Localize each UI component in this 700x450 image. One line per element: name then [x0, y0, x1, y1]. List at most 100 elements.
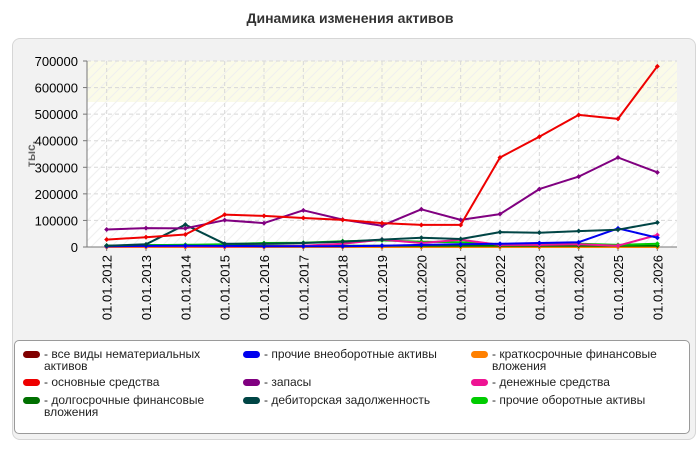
legend-label: - краткосрочные финансовые вложения	[492, 347, 657, 373]
y-tick-label: 0	[71, 240, 78, 255]
plot-hatch	[87, 61, 148, 122]
plot-hatch	[470, 61, 658, 247]
y-tick-label: 100000	[35, 213, 78, 228]
plot-hatch	[200, 61, 388, 247]
plot-hatch	[87, 61, 268, 242]
series-point	[182, 243, 188, 249]
series-point	[576, 228, 582, 234]
legend-swatch	[471, 351, 488, 358]
series-point	[536, 186, 542, 192]
x-tick-label: 01.01.2017	[296, 255, 311, 320]
series-point	[654, 169, 660, 175]
plot-hatch	[520, 90, 677, 247]
series-point	[418, 242, 424, 248]
plot-hatch	[160, 61, 348, 247]
series-point	[615, 243, 621, 249]
plot-band	[87, 61, 677, 102]
legend-label: - прочие оборотные активы	[492, 393, 646, 407]
y-tick-label: 700000	[35, 54, 78, 69]
plot-hatch	[87, 61, 128, 102]
series-point	[104, 243, 110, 249]
x-tick-label: 01.01.2021	[454, 255, 469, 320]
series-point	[379, 223, 385, 229]
plot-hatch	[280, 61, 468, 247]
series-point	[340, 243, 346, 249]
x-tick-label: 01.01.2020	[414, 255, 429, 320]
plot-hatch	[87, 61, 258, 232]
series-point	[300, 215, 306, 221]
series-point	[104, 226, 110, 232]
series-point	[576, 174, 582, 180]
series-point	[497, 229, 503, 235]
series-point	[418, 235, 424, 241]
series-point	[261, 241, 267, 247]
plot-hatch	[330, 61, 518, 247]
legend-item: - запасы	[243, 376, 453, 388]
legend-swatch	[23, 351, 40, 358]
series-point	[615, 154, 621, 160]
plot-hatch	[580, 150, 677, 247]
legend-swatch	[243, 397, 260, 404]
series-point	[654, 220, 660, 226]
plot-hatch	[87, 61, 238, 212]
plot-hatch	[480, 61, 668, 247]
plot-hatch	[100, 61, 288, 247]
plot-hatch	[430, 61, 618, 247]
legend-swatch	[23, 379, 40, 386]
plot-hatch	[110, 61, 298, 247]
plot-hatch	[440, 61, 628, 247]
legend-item: - денежные средства	[471, 376, 681, 388]
plot-hatch	[340, 61, 528, 247]
chart-title: Динамика изменения активов	[246, 10, 454, 26]
legend-label: - дебиторская задолженность	[264, 393, 431, 407]
series-point	[143, 241, 149, 247]
plot-hatch	[640, 210, 677, 247]
plot-hatch	[87, 61, 218, 192]
series-point	[143, 234, 149, 240]
series-point	[379, 237, 385, 243]
plot-hatch	[400, 61, 588, 247]
series-point	[379, 243, 385, 249]
y-axis-label: тыс.	[24, 141, 38, 167]
legend-label: - основные средства	[44, 375, 160, 389]
plot-hatch	[560, 130, 677, 247]
plot-hatch	[360, 61, 548, 247]
plot-hatch	[390, 61, 578, 247]
legend-item: - прочие оборотные активы	[471, 394, 681, 406]
series-point	[654, 232, 660, 238]
plot-hatch	[130, 61, 318, 247]
x-tick-label: 01.01.2022	[493, 255, 508, 320]
series-point	[497, 154, 503, 160]
plot-hatch	[620, 190, 677, 247]
plot-hatch	[87, 61, 158, 132]
x-tick-label: 01.01.2013	[139, 255, 154, 320]
x-tick-label: 01.01.2018	[336, 255, 351, 320]
series-point	[536, 240, 542, 246]
plot-hatch	[590, 160, 677, 247]
series-point	[458, 241, 464, 247]
legend-item: - дебиторская задолженность	[243, 394, 453, 406]
plot-hatch	[87, 61, 138, 112]
x-tick-label: 01.01.2025	[611, 255, 626, 320]
series-point	[300, 243, 306, 249]
x-tick-label: 01.01.2026	[650, 255, 665, 320]
x-tick-label: 01.01.2012	[100, 255, 115, 320]
legend-swatch	[243, 351, 260, 358]
legend-label: - прочие внеоборотные активы	[264, 347, 437, 361]
series-point	[536, 230, 542, 236]
series-point	[654, 241, 660, 247]
plot-hatch	[320, 61, 508, 247]
y-tick-label: 500000	[35, 107, 78, 122]
legend-swatch	[471, 397, 488, 404]
plot-hatch	[150, 61, 338, 247]
plot-hatch	[410, 61, 598, 247]
legend-item: - краткосрочные финансовые вложения	[471, 348, 681, 372]
series-point	[340, 239, 346, 245]
series-point	[497, 241, 503, 247]
series-point	[182, 225, 188, 231]
series-point	[418, 222, 424, 228]
legend-item: - основные средства	[23, 376, 218, 388]
plot-hatch	[610, 180, 677, 247]
plot-hatch	[87, 61, 208, 182]
plot-hatch	[540, 110, 677, 247]
